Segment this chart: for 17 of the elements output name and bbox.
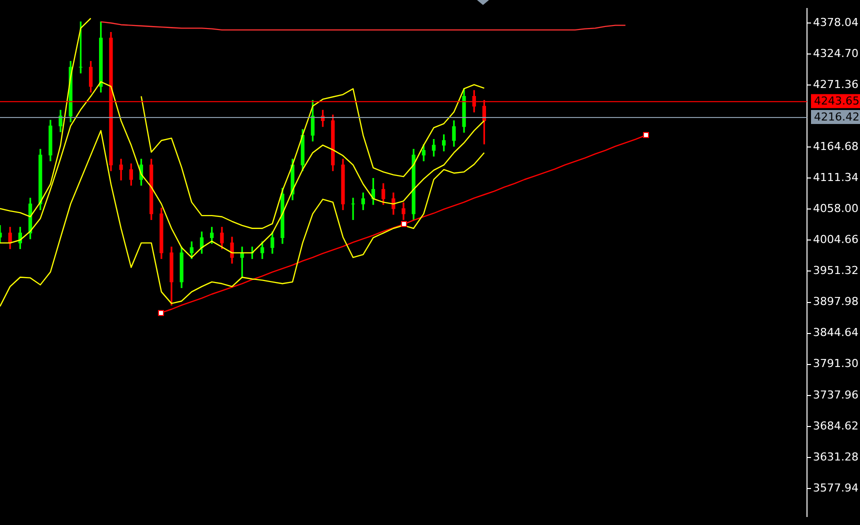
y-tick-label: 3737.96: [813, 388, 858, 402]
y-tick-label: 4111.34: [813, 170, 858, 184]
y-tick-label: 3631.28: [813, 450, 858, 464]
y-tick-label: 4058.00: [813, 202, 858, 216]
ref-line-label: 4216.42: [814, 110, 860, 124]
y-tick-label: 3951.32: [813, 264, 858, 278]
y-tick-label: 3897.98: [813, 295, 858, 308]
y-tick-label: 4378.04: [813, 16, 858, 29]
y-tick-label: 4271.36: [813, 78, 858, 91]
y-tick-label: 4324.70: [813, 46, 858, 60]
ref-line-label: 4243.65: [814, 94, 860, 108]
y-tick-label: 4164.68: [813, 140, 858, 153]
y-tick-label: 3791.30: [813, 357, 858, 370]
y-tick-label: 3844.64: [813, 326, 858, 340]
y-tick-label: 4004.66: [813, 233, 858, 246]
y-tick-label: 3577.94: [813, 481, 858, 494]
y-tick-label: 3684.62: [813, 419, 858, 432]
